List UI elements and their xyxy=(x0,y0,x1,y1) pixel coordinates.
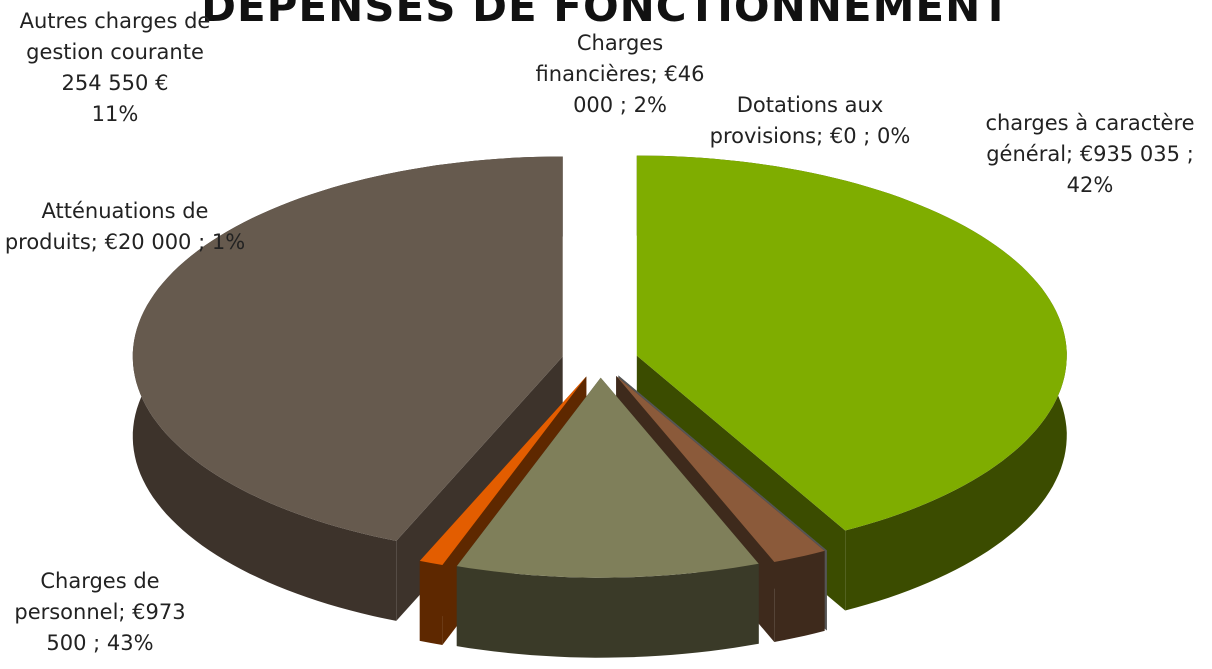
slice-side xyxy=(456,563,759,658)
value-label: €973 500 ; xyxy=(46,600,186,655)
value-label: €46 000 ; xyxy=(573,62,705,117)
percent-label: 0% xyxy=(877,124,911,148)
slice-top xyxy=(636,155,1067,531)
percent-label: 1% xyxy=(211,230,246,254)
percent-label: 42% xyxy=(1066,173,1114,197)
category: Autres charges de gestion courante xyxy=(19,9,211,64)
value-label: 254 550 € xyxy=(61,71,169,95)
percent-label: 2% xyxy=(633,93,667,117)
chart-title: DÉPENSES DE FONCTIONNEMENT xyxy=(201,0,1011,31)
data-label: Dotations aux provisions; €0 ; 0% xyxy=(685,90,935,152)
slice-side xyxy=(774,550,825,642)
value-label: €935 035 ; xyxy=(1079,142,1194,166)
slice xyxy=(456,377,759,658)
slice-side xyxy=(419,560,443,645)
slice-top xyxy=(419,376,587,565)
slice-top xyxy=(456,377,759,578)
data-label: Charges financières; €46 000 ; 2% xyxy=(535,28,705,121)
slice-top xyxy=(132,156,563,541)
percent-label: 43% xyxy=(106,631,154,655)
category: Atténuations de produits; xyxy=(4,199,209,254)
value-label: €0 ; xyxy=(829,124,871,148)
percent-label: 11% xyxy=(91,102,139,126)
category: Dotations aux provisions; xyxy=(709,93,884,148)
category: Charges financières; xyxy=(535,31,664,86)
category: Charges de personnel; xyxy=(14,569,160,624)
data-label: Atténuations de produits; €20 000 ; 1% xyxy=(3,196,248,258)
data-label: Autres charges de gestion courante 254 5… xyxy=(15,6,215,130)
data-label: charges à caractère général; €935 035 ; … xyxy=(975,108,1205,201)
data-label: Charges de personnel; €973 500 ; 43% xyxy=(0,566,200,659)
slice-top xyxy=(616,376,825,562)
value-label: €20 000 ; xyxy=(104,230,206,254)
category: charges à caractère général; xyxy=(985,111,1195,166)
